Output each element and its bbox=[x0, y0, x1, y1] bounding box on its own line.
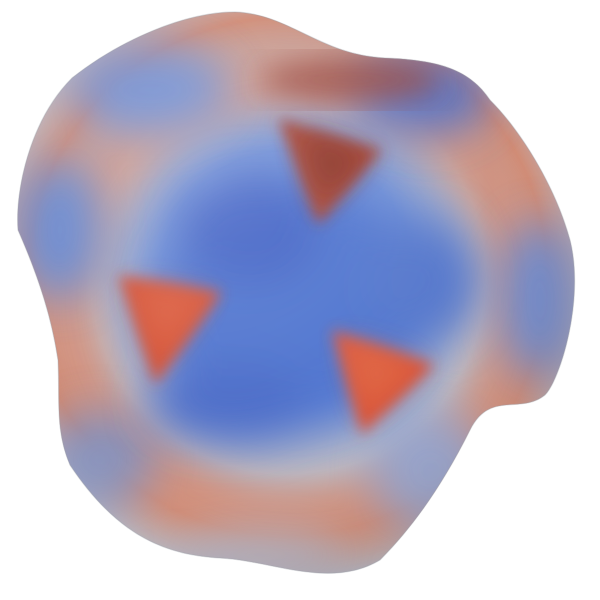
image-canvas bbox=[17, 11, 576, 574]
blob-render bbox=[17, 11, 576, 574]
